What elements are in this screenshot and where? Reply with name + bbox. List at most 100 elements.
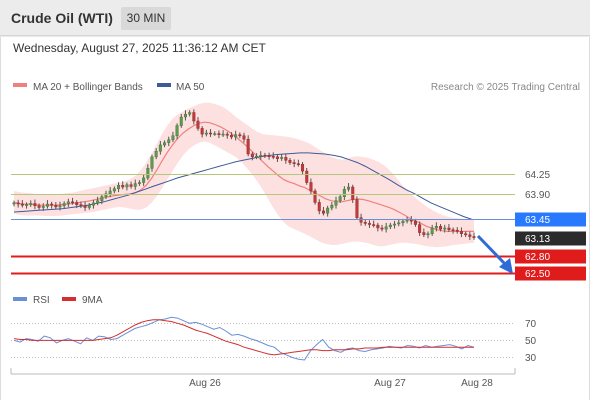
bearish-candle: [413, 220, 417, 225]
bullish-candle: [87, 204, 91, 208]
candle: [154, 148, 158, 160]
candle: [229, 132, 233, 140]
candle: [75, 200, 79, 209]
bearish-candle: [351, 186, 355, 200]
candle: [296, 159, 300, 167]
bearish-candle: [321, 210, 325, 214]
bearish-candle: [275, 156, 279, 159]
bullish-candle: [163, 142, 167, 146]
candle: [137, 180, 141, 186]
timeframe-badge[interactable]: 30 MIN: [121, 7, 171, 30]
bearish-candle: [16, 202, 20, 205]
bearish-candle: [422, 232, 426, 236]
candle: [292, 159, 296, 168]
candle: [305, 167, 309, 185]
candle: [363, 220, 367, 226]
bearish-candle: [225, 133, 229, 136]
bullish-candle: [221, 133, 225, 136]
bearish-candle: [33, 203, 37, 207]
bullish-candle: [108, 190, 112, 195]
candle: [29, 200, 33, 207]
level-63.45: 63.45: [11, 212, 586, 227]
candle: [246, 135, 250, 157]
bearish-candle: [309, 182, 313, 192]
candle: [422, 228, 426, 238]
candle: [142, 174, 146, 186]
bearish-candle: [50, 203, 54, 206]
candle: [238, 132, 242, 139]
candle: [397, 218, 401, 227]
candle: [284, 153, 288, 164]
rsi-tick-label: 30: [525, 353, 537, 364]
candle: [20, 200, 24, 208]
level-63.90: 63.90: [11, 190, 550, 201]
level-62.80: 62.80: [11, 249, 586, 264]
bullish-candle: [234, 134, 238, 138]
bullish-candle: [255, 156, 259, 158]
ma50-swatch-icon: [157, 83, 171, 87]
bullish-candle: [426, 233, 430, 236]
candle: [250, 151, 254, 161]
candle: [66, 198, 70, 207]
bullish-candle: [45, 203, 49, 207]
rsi-swatch-icon: [13, 297, 27, 301]
candle: [338, 194, 342, 203]
candle: [334, 196, 338, 209]
candle: [376, 222, 380, 232]
bearish-candle: [296, 163, 300, 165]
candle: [158, 140, 162, 155]
candle: [418, 221, 422, 236]
bullish-candle: [188, 112, 192, 115]
bearish-candle: [71, 201, 75, 204]
candle: [380, 224, 384, 232]
level-label: 63.90: [525, 190, 550, 201]
bearish-candle: [313, 190, 317, 203]
candle: [259, 151, 263, 160]
bullish-candle: [158, 144, 162, 152]
candle: [426, 231, 430, 239]
level-label: 62.80: [525, 252, 550, 263]
bullish-candle: [66, 201, 70, 204]
candle: [45, 200, 49, 209]
ma9-swatch-icon: [62, 297, 76, 301]
bearish-candle: [317, 202, 321, 212]
candle: [121, 181, 125, 190]
bullish-candle: [179, 116, 183, 126]
bearish-candle: [54, 204, 58, 208]
bullish-candle: [104, 193, 108, 197]
bearish-candle: [472, 236, 476, 238]
bearish-candle: [468, 234, 472, 237]
bearish-candle: [242, 135, 246, 140]
bearish-candle: [267, 155, 271, 157]
bearish-candle: [238, 134, 242, 137]
ma9-legend-label: 9MA: [82, 295, 103, 306]
bullish-candle: [259, 154, 263, 157]
candle: [179, 113, 183, 128]
candle: [171, 131, 175, 143]
candle: [347, 183, 351, 192]
rsi-tick-label: 70: [525, 319, 537, 330]
candle: [234, 130, 238, 141]
bullish-candle: [58, 205, 62, 208]
bullish-candle: [430, 227, 434, 234]
candle: [217, 130, 221, 139]
candle: [54, 202, 58, 210]
candle: [321, 206, 325, 216]
candle: [309, 178, 313, 195]
candle: [464, 231, 468, 238]
candle: [271, 152, 275, 160]
candle: [25, 202, 29, 209]
level-63.13: 63.13: [515, 231, 586, 246]
level-62.50: 62.50: [11, 266, 586, 281]
bearish-candle: [246, 138, 250, 155]
level-badge: [515, 249, 586, 264]
bullish-candle: [443, 227, 447, 230]
forecast-arrow-icon: [476, 234, 513, 274]
candle: [41, 203, 45, 211]
candle: [12, 200, 16, 207]
candle: [100, 194, 104, 205]
rsi-layer: 70 50 30: [11, 316, 537, 364]
bullish-candle: [100, 196, 104, 201]
bullish-candle: [112, 188, 116, 192]
